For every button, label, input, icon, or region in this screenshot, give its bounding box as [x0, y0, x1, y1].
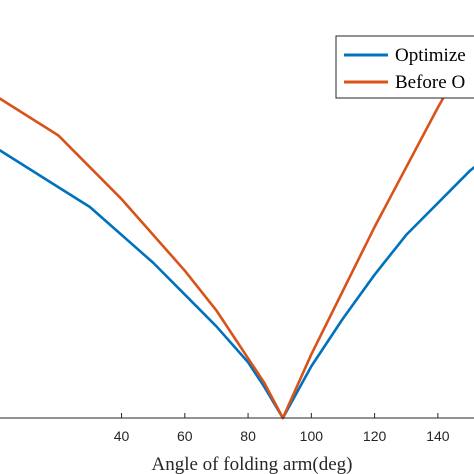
legend-label-optimize: Optimize — [395, 45, 466, 66]
x-axis-label: Angle of folding arm(deg) — [151, 454, 352, 474]
legend: Optimize Before O — [335, 35, 474, 99]
series-line-0 — [0, 148, 474, 420]
series-line-1 — [0, 41, 474, 420]
x-tick-label-60: 60 — [177, 428, 193, 444]
legend-label-before: Before O — [395, 72, 465, 93]
legend-box — [335, 35, 474, 99]
x-axis-ticks: 40 60 80 100 120 140 — [114, 413, 450, 444]
x-tick-label-40: 40 — [114, 428, 130, 444]
series-layer — [0, 41, 474, 420]
x-tick-label-80: 80 — [240, 428, 256, 444]
x-tick-label-120: 120 — [363, 428, 387, 444]
x-tick-label-140: 140 — [426, 428, 450, 444]
x-tick-label-100: 100 — [300, 428, 324, 444]
